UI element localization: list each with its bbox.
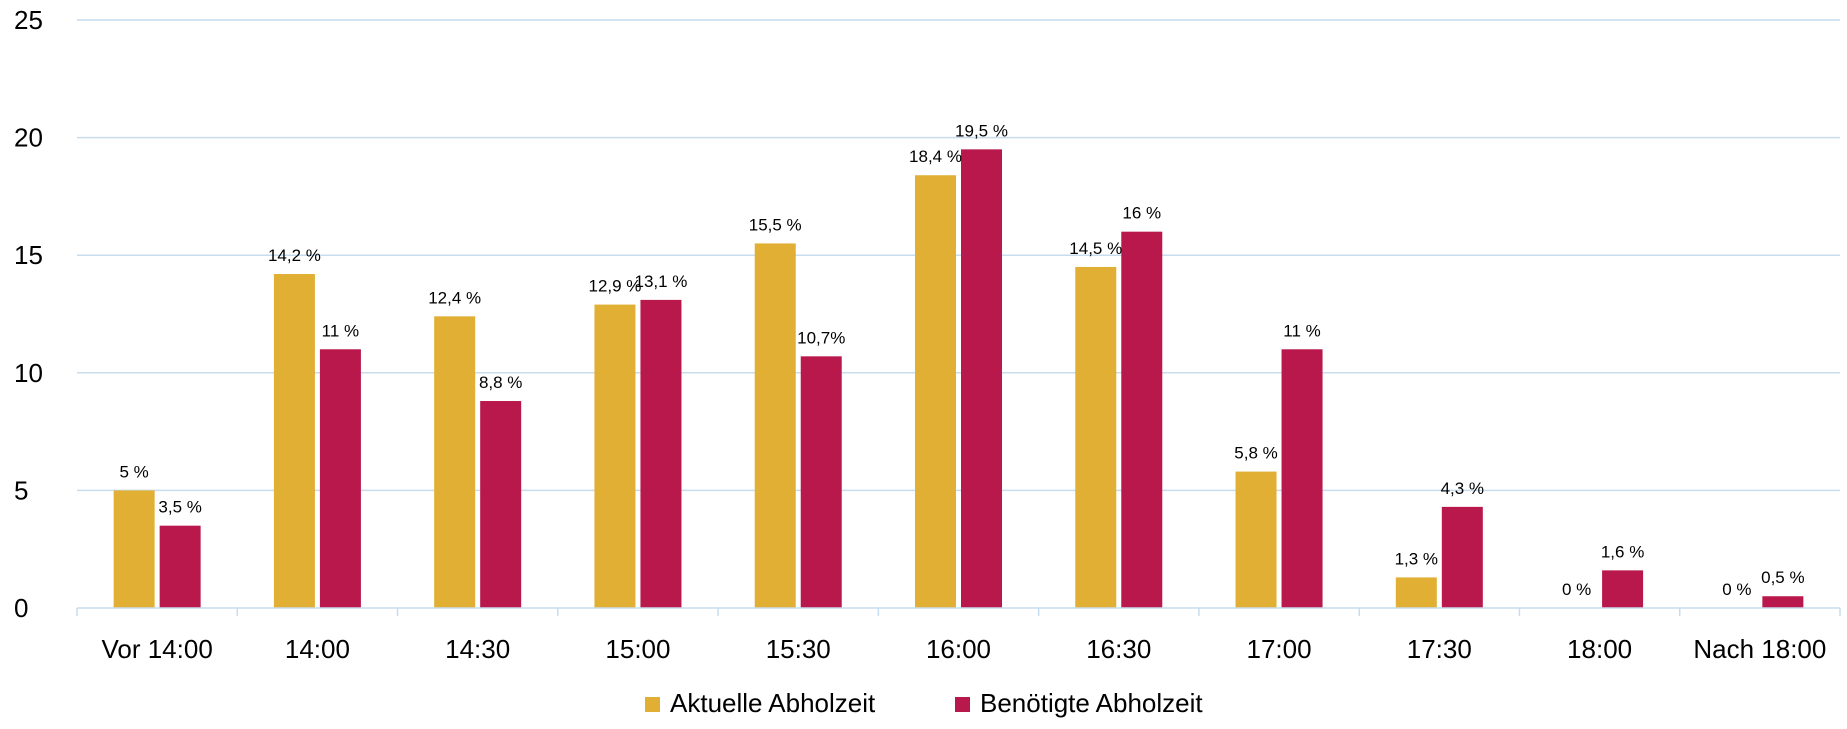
data-label: 5 % <box>119 462 148 481</box>
bar <box>754 243 796 608</box>
data-label: 19,5 % <box>955 121 1008 140</box>
y-tick-label: 5 <box>14 475 28 505</box>
legend-swatch <box>955 697 970 712</box>
data-label: 8,8 % <box>479 373 522 392</box>
data-label: 12,9 % <box>588 277 641 296</box>
x-category-label: Vor 14:00 <box>101 634 212 664</box>
x-category-label: 14:30 <box>445 634 510 664</box>
x-category-label: 18:00 <box>1567 634 1632 664</box>
bar <box>640 299 682 608</box>
bar <box>800 356 842 608</box>
data-label: 15,5 % <box>749 215 802 234</box>
bar <box>961 149 1002 609</box>
data-label: 0,5 % <box>1761 568 1804 587</box>
bar <box>1441 506 1483 608</box>
bars <box>113 149 1804 609</box>
bar <box>319 349 361 608</box>
bar <box>1121 231 1163 608</box>
x-category-label: Nach 18:00 <box>1693 634 1826 664</box>
data-label: 4,3 % <box>1441 479 1484 498</box>
data-labels: 5 % 3,5 % 14,2 % 11 % 12,4 % 8,8 % 12,9 %13,1 … <box>119 121 1804 599</box>
y-tick-label: 20 <box>14 123 43 153</box>
bar <box>113 490 155 608</box>
gridlines <box>77 19 1840 492</box>
data-label: 16 % <box>1122 204 1161 223</box>
data-label: 14,2 % <box>268 246 321 265</box>
data-label: 14,5 % <box>1069 239 1122 258</box>
data-label: 18,4 % <box>909 147 962 166</box>
data-label: 1,6 % <box>1601 542 1644 561</box>
y-tick-label: 15 <box>14 240 43 270</box>
data-label: 13,1 % <box>634 272 687 291</box>
x-category-label: 14:00 <box>285 634 350 664</box>
x-category-label: 17:30 <box>1407 634 1472 664</box>
bar <box>1602 570 1644 608</box>
data-label: 11 % <box>1283 321 1321 340</box>
y-tick-label: 10 <box>14 358 43 388</box>
bar <box>1762 596 1804 608</box>
x-category-label: 15:00 <box>605 634 670 664</box>
x-category-label: 15:30 <box>766 634 831 664</box>
x-category-label: 16:30 <box>1086 634 1151 664</box>
data-label: 12,4 % <box>428 288 481 307</box>
bar <box>594 304 636 608</box>
bar <box>273 274 315 608</box>
x-category-label: 17:00 <box>1247 634 1312 664</box>
legend-swatch <box>645 697 660 712</box>
y-tick-label: 0 <box>14 593 28 623</box>
legend: Aktuelle Abholzeit Benötigte Abholzeit <box>645 688 1203 718</box>
legend-label: Benötigte Abholzeit <box>980 688 1203 718</box>
data-label: 0 % <box>1722 580 1751 599</box>
data-label: 11 % <box>322 321 360 340</box>
bar <box>159 525 201 608</box>
bar <box>1235 471 1277 608</box>
y-axis-tick-labels: 0 5 10 15 20 25 <box>14 5 43 623</box>
y-tick-label: 25 <box>14 5 43 35</box>
bar <box>1395 577 1437 608</box>
bar <box>1281 349 1323 608</box>
data-label: 5,8 % <box>1234 444 1277 463</box>
data-label: 10,7% <box>797 328 845 347</box>
bar <box>434 316 476 608</box>
data-label: 3,5 % <box>158 498 201 517</box>
x-category-label: 16:00 <box>926 634 991 664</box>
data-label: 0 % <box>1562 580 1591 599</box>
bar <box>1075 266 1117 608</box>
bar <box>915 175 956 608</box>
bar <box>480 401 522 608</box>
data-label: 1,3 % <box>1395 549 1438 568</box>
legend-label: Aktuelle Abholzeit <box>670 688 876 718</box>
x-axis: Vor 14:00 14:00 14:30 15:00 15:30 16:00 16:30 1… <box>76 607 1841 664</box>
